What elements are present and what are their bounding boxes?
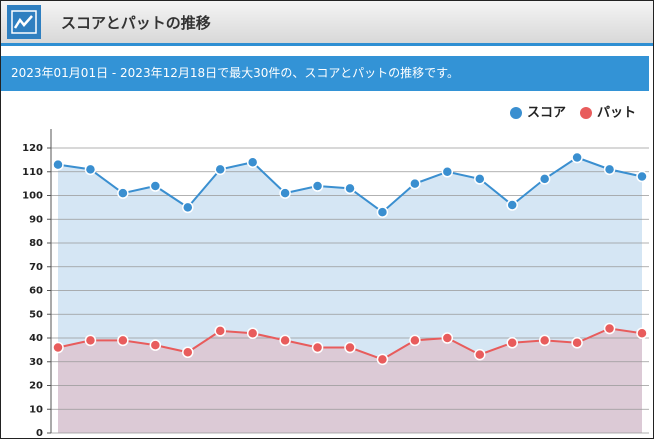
point	[311, 341, 324, 354]
y-tick-label: 40	[29, 333, 43, 344]
point	[603, 322, 616, 335]
point	[409, 177, 421, 190]
point	[474, 348, 486, 361]
y-tick-label: 60	[29, 286, 43, 297]
y-tick-label: 90	[29, 214, 43, 225]
y-tick-label: 70	[29, 262, 43, 273]
y-tick-label: 110	[22, 167, 43, 178]
point	[441, 332, 454, 344]
page-title: スコアとパットの推移	[61, 14, 211, 32]
point	[506, 337, 518, 349]
point	[538, 334, 551, 347]
point	[149, 180, 162, 192]
point	[214, 325, 226, 337]
point	[246, 156, 259, 168]
point	[246, 327, 259, 339]
point	[571, 337, 583, 349]
legend-swatch	[580, 107, 592, 119]
point	[506, 199, 518, 211]
point	[52, 341, 64, 354]
y-tick-label: 100	[22, 191, 43, 202]
point	[376, 353, 389, 366]
point	[182, 346, 194, 358]
description-banner: 2023年01月01日 - 2023年12月18日で最大30件の、スコアとパット…	[1, 56, 649, 91]
area	[58, 328, 642, 433]
point	[376, 206, 389, 218]
point	[214, 163, 226, 176]
point	[538, 173, 551, 185]
point	[474, 173, 486, 185]
point	[84, 163, 97, 176]
point	[117, 187, 129, 199]
y-tick-label: 0	[36, 428, 43, 438]
chart: 0 10 20 30 40 50 60 70 80 90 100 110 120 スコア パット	[22, 106, 649, 438]
point	[149, 339, 162, 351]
icon-graphic	[11, 10, 37, 34]
y-tick-label: 50	[29, 309, 43, 320]
legend-swatch	[510, 107, 522, 119]
point	[344, 341, 356, 354]
point	[117, 334, 129, 347]
point	[311, 180, 324, 192]
point	[344, 182, 356, 195]
point	[636, 327, 648, 339]
point	[84, 334, 97, 347]
point	[182, 201, 194, 214]
legend-label: スコア	[527, 106, 566, 121]
header: スコアとパットの推移	[1, 1, 653, 46]
y-tick-label: 80	[29, 238, 43, 249]
y-tick-label: 30	[29, 357, 43, 368]
chart-icon	[7, 5, 41, 39]
point	[52, 158, 64, 171]
point	[603, 163, 616, 176]
legend-label: パット	[597, 106, 636, 121]
point	[571, 151, 583, 164]
y-tick-label: 120	[22, 143, 43, 154]
point	[279, 334, 291, 347]
point	[409, 334, 421, 347]
point	[636, 170, 648, 183]
point	[441, 166, 454, 178]
y-tick-label: 10	[29, 404, 43, 415]
point	[279, 187, 291, 199]
y-tick-label: 20	[29, 381, 43, 392]
